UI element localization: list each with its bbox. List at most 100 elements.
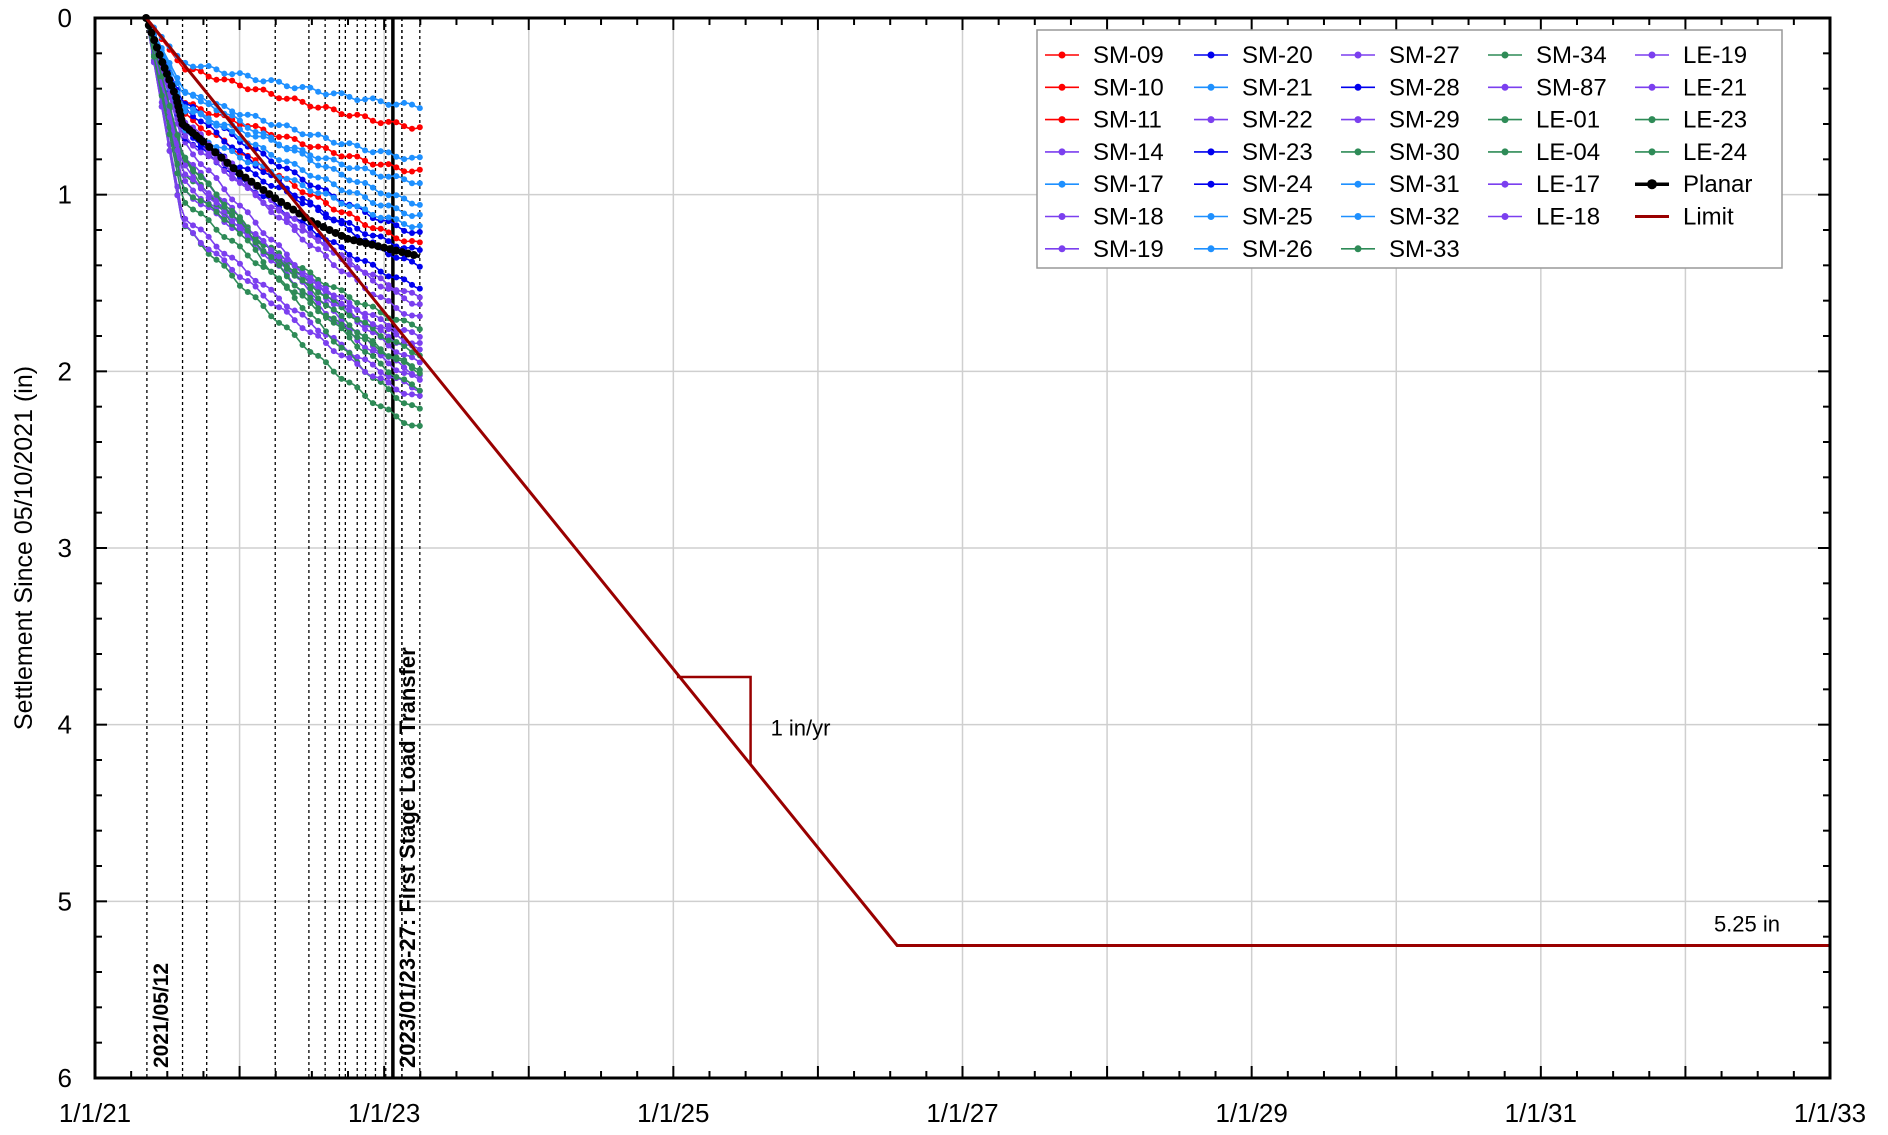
series-point — [416, 239, 423, 246]
y-tick-label: 1 — [58, 180, 72, 210]
series-point — [338, 153, 345, 160]
series-point — [213, 158, 220, 165]
series-point — [346, 251, 353, 258]
series-point — [190, 113, 197, 120]
series-point — [416, 422, 423, 429]
series-point — [276, 206, 283, 213]
series-point — [190, 187, 197, 194]
series-point — [338, 141, 345, 148]
series-point — [205, 233, 212, 240]
legend-label: SM-23 — [1242, 139, 1313, 166]
planar-point — [147, 28, 156, 37]
series-point — [221, 76, 228, 83]
series-point — [362, 368, 369, 375]
series-point — [416, 326, 423, 333]
series-point — [354, 384, 361, 391]
series-point — [190, 106, 197, 113]
series-point — [369, 117, 376, 124]
legend-swatch-marker — [1354, 213, 1362, 220]
series-point — [408, 244, 415, 251]
planar-point — [205, 142, 214, 151]
series-point — [260, 178, 267, 185]
series-point — [244, 270, 251, 277]
series-point — [338, 268, 345, 275]
series-point — [260, 145, 267, 152]
legend-swatch-marker — [1058, 116, 1066, 124]
y-tick-label: 4 — [58, 710, 72, 740]
legend-swatch-marker — [1354, 245, 1362, 253]
series-sm-26 — [143, 15, 423, 220]
series-point — [322, 155, 329, 162]
series-point — [393, 222, 400, 229]
series-point — [408, 402, 415, 409]
series-point — [197, 93, 204, 100]
legend-item-sm-23: SM-23 — [1194, 139, 1313, 166]
series-point — [307, 201, 314, 208]
legend-item-sm-17: SM-17 — [1045, 171, 1164, 198]
series-point — [252, 192, 259, 199]
legend-swatch-marker — [1207, 213, 1215, 220]
series-point — [268, 268, 275, 275]
series-point — [385, 297, 392, 304]
series-point — [330, 90, 337, 97]
series-point — [291, 126, 298, 133]
series-point — [416, 263, 423, 270]
series-point — [354, 264, 361, 271]
series-point — [338, 161, 345, 168]
series-point — [244, 72, 251, 79]
series-point — [377, 316, 384, 323]
series-point — [377, 98, 384, 105]
series-point — [338, 344, 345, 351]
series-point — [197, 106, 204, 113]
series-point — [236, 82, 243, 89]
series-point — [244, 159, 251, 166]
series-point — [236, 147, 243, 154]
series-point — [252, 141, 259, 148]
series-point — [268, 77, 275, 84]
series-point — [315, 317, 322, 324]
legend-label: SM-87 — [1536, 74, 1607, 101]
series-point — [276, 295, 283, 302]
series-point — [401, 288, 408, 295]
series-point — [401, 310, 408, 317]
series-point — [322, 253, 329, 260]
series-point — [408, 180, 415, 187]
series-point — [236, 218, 243, 225]
legend-swatch-marker — [1058, 148, 1066, 156]
series-point — [362, 179, 369, 186]
planar-point — [241, 173, 250, 182]
series-point — [283, 158, 290, 165]
series-point — [393, 354, 400, 361]
series-point — [229, 108, 236, 115]
series-point — [244, 237, 251, 244]
planar-point — [199, 137, 208, 146]
series-point — [197, 183, 204, 190]
planar-point — [289, 205, 298, 214]
series-point — [205, 153, 212, 160]
series-point — [260, 150, 267, 157]
series-point — [213, 76, 220, 83]
series-point — [307, 311, 314, 318]
legend-item-sm-32: SM-32 — [1341, 204, 1460, 231]
series-point — [197, 161, 204, 168]
series-point — [315, 308, 322, 315]
series-point — [401, 156, 408, 163]
series-point — [338, 375, 345, 382]
planar-point — [265, 190, 274, 199]
series-point — [385, 238, 392, 245]
series-sm-87 — [143, 15, 423, 301]
series-point — [283, 251, 290, 258]
series-point — [291, 331, 298, 338]
series-point — [330, 206, 337, 213]
series-point — [252, 283, 259, 290]
series-point — [182, 178, 189, 185]
series-point — [268, 90, 275, 97]
series-point — [330, 139, 337, 146]
series-point — [408, 391, 415, 398]
series-point — [299, 167, 306, 174]
series-point — [401, 221, 408, 228]
series-point — [377, 369, 384, 376]
series-point — [346, 257, 353, 264]
series-point — [174, 132, 181, 139]
